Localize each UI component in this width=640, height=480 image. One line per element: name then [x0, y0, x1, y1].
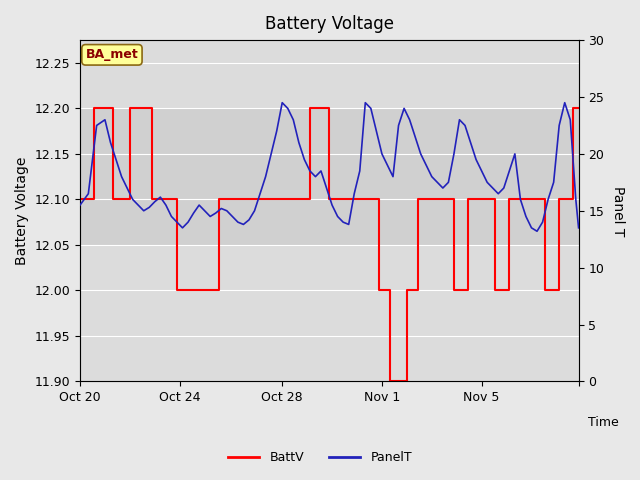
- Y-axis label: Panel T: Panel T: [611, 186, 625, 236]
- Bar: [80, 108, 579, 245]
- Text: BA_met: BA_met: [86, 48, 138, 61]
- X-axis label: Time: Time: [588, 416, 619, 429]
- Legend: BattV, PanelT: BattV, PanelT: [223, 446, 417, 469]
- Title: Battery Voltage: Battery Voltage: [265, 15, 394, 33]
- Y-axis label: Battery Voltage: Battery Voltage: [15, 156, 29, 265]
